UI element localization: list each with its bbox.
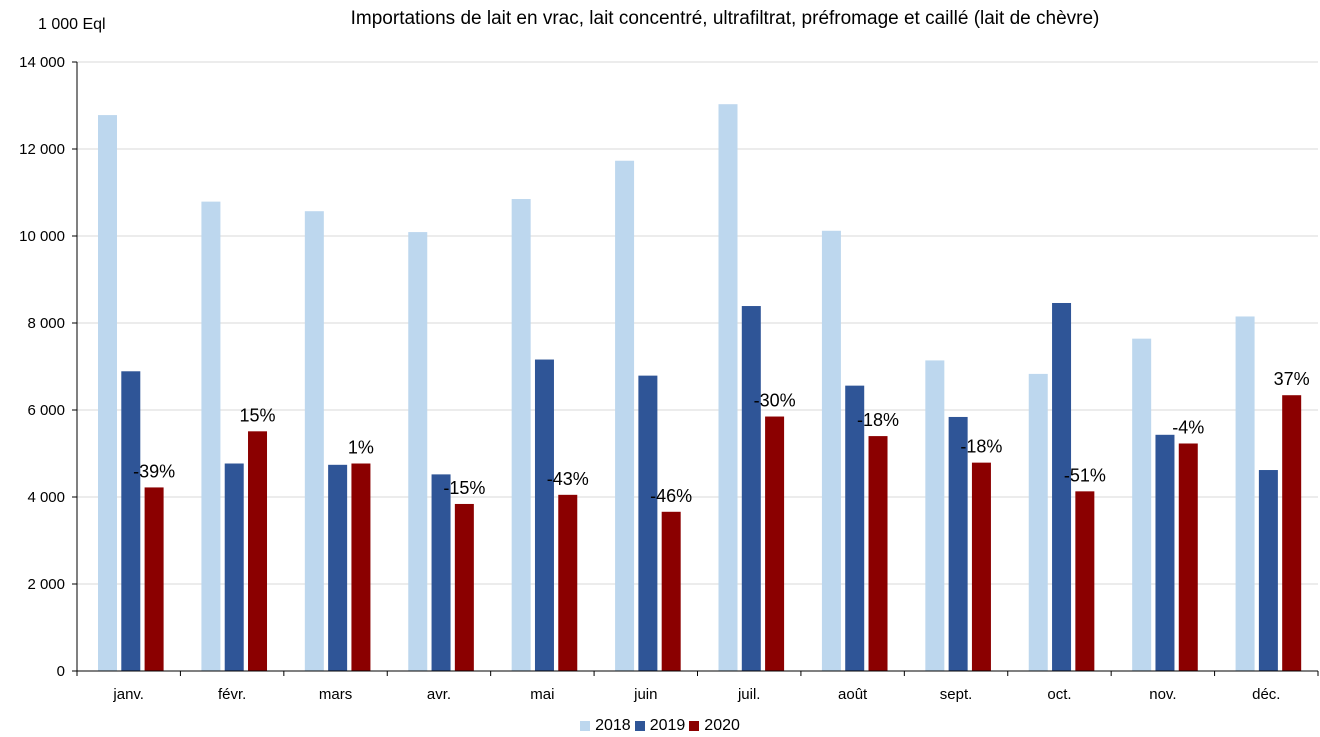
legend-label: 2018 xyxy=(595,717,631,734)
bar-2018-avr. xyxy=(408,232,428,671)
bar-2019-nov. xyxy=(1155,434,1175,671)
bar-2019-mai xyxy=(534,359,554,671)
legend-label: 2020 xyxy=(704,717,740,734)
data-label: 1% xyxy=(348,438,374,458)
y-tick-label: 0 xyxy=(57,663,65,680)
bar-2020-août xyxy=(868,436,888,671)
legend-item-2020: 2020 xyxy=(689,718,740,734)
bar-2020-nov. xyxy=(1178,443,1198,671)
bar-2018-sept. xyxy=(925,360,945,671)
bar-2018-juil. xyxy=(718,104,738,671)
legend-swatch xyxy=(580,721,591,731)
y-tick-label: 10 000 xyxy=(19,228,65,245)
labels: janv. févr. mars avr. mai juin juil. août sept. o… xyxy=(112,369,1309,703)
bar-2019-janv. xyxy=(121,371,141,671)
bar-2020-févr. xyxy=(248,431,268,671)
bar-2019-août xyxy=(845,385,865,671)
bar-2020-janv. xyxy=(144,487,164,671)
x-category-label: févr. xyxy=(218,686,246,703)
y-tick-label: 4 000 xyxy=(27,489,65,506)
bar-2019-mars xyxy=(328,464,348,671)
data-label: -18% xyxy=(960,437,1002,457)
bar-2019-févr. xyxy=(224,463,244,671)
axes: 0 2 000 4 000 6 000 8 000 10 000 12 000 14 000 xyxy=(19,54,1319,680)
bar-2018-juin xyxy=(615,160,635,671)
data-label: -39% xyxy=(133,461,175,481)
x-category-label: déc. xyxy=(1252,686,1280,703)
legend-label: 2019 xyxy=(649,717,686,734)
x-category-label: août xyxy=(838,686,868,703)
x-category-label: mai xyxy=(530,686,554,703)
chart-title: Importations de lait en vrac, lait conce… xyxy=(350,8,1100,29)
bar-2018-mars xyxy=(304,211,324,671)
data-label: 15% xyxy=(240,405,276,425)
bar-2018-oct. xyxy=(1028,373,1048,671)
data-label: -43% xyxy=(547,469,589,489)
legend: 2018 2019 2020 xyxy=(0,718,1320,735)
x-category-label: avr. xyxy=(427,686,451,703)
x-category-label: oct. xyxy=(1047,686,1071,703)
legend-swatch xyxy=(634,721,645,731)
bar-2020-avr. xyxy=(454,503,474,671)
legend-item-2018: 2018 xyxy=(580,718,631,734)
data-label: 37% xyxy=(1274,369,1310,389)
bar-2020-mai xyxy=(558,494,578,671)
y-tick-label: 8 000 xyxy=(27,315,65,332)
gridlines xyxy=(77,61,1318,585)
x-category-label: juil. xyxy=(737,686,761,703)
x-category-label: juin xyxy=(633,686,657,703)
bar-2019-oct. xyxy=(1052,302,1072,671)
bars xyxy=(98,104,1302,671)
data-label: -4% xyxy=(1172,417,1204,437)
bar-2019-sept. xyxy=(948,416,968,671)
data-label: -30% xyxy=(754,391,796,411)
bar-2018-mai xyxy=(511,199,531,671)
bar-2020-mars xyxy=(351,463,371,671)
y-tick-label: 14 000 xyxy=(19,54,65,71)
bar-2020-sept. xyxy=(971,462,991,671)
bar-2018-août xyxy=(821,230,841,671)
bar-2020-juil. xyxy=(765,416,785,671)
bar-2019-avr. xyxy=(431,474,451,671)
data-label: -18% xyxy=(857,410,899,430)
bar-2018-janv. xyxy=(98,115,117,671)
data-label: -51% xyxy=(1064,465,1106,485)
bar-2019-juin xyxy=(638,375,658,671)
y-tick-label: 2 000 xyxy=(27,576,65,593)
bar-2020-oct. xyxy=(1075,491,1095,671)
y-tick-label: 12 000 xyxy=(19,141,65,158)
legend-item-2019: 2019 xyxy=(634,717,686,734)
x-category-label: sept. xyxy=(940,686,973,703)
bar-2019-juil. xyxy=(741,306,761,671)
legend-swatch xyxy=(689,721,700,731)
bar-2019-déc. xyxy=(1258,470,1278,671)
data-label: -46% xyxy=(650,486,692,506)
bar-2018-déc. xyxy=(1235,316,1255,671)
bar-2020-déc. xyxy=(1282,395,1302,671)
bar-2020-juin xyxy=(661,511,681,671)
bar-2018-févr. xyxy=(201,201,221,671)
x-category-label: janv. xyxy=(112,686,144,703)
bar-2018-nov. xyxy=(1132,338,1152,671)
y-tick-label: 6 000 xyxy=(27,402,65,419)
data-label: -15% xyxy=(443,478,485,498)
x-category-label: mars xyxy=(319,686,352,703)
y-axis-unit-label: 1 000 Eql xyxy=(38,16,106,33)
x-category-label: nov. xyxy=(1149,686,1176,703)
